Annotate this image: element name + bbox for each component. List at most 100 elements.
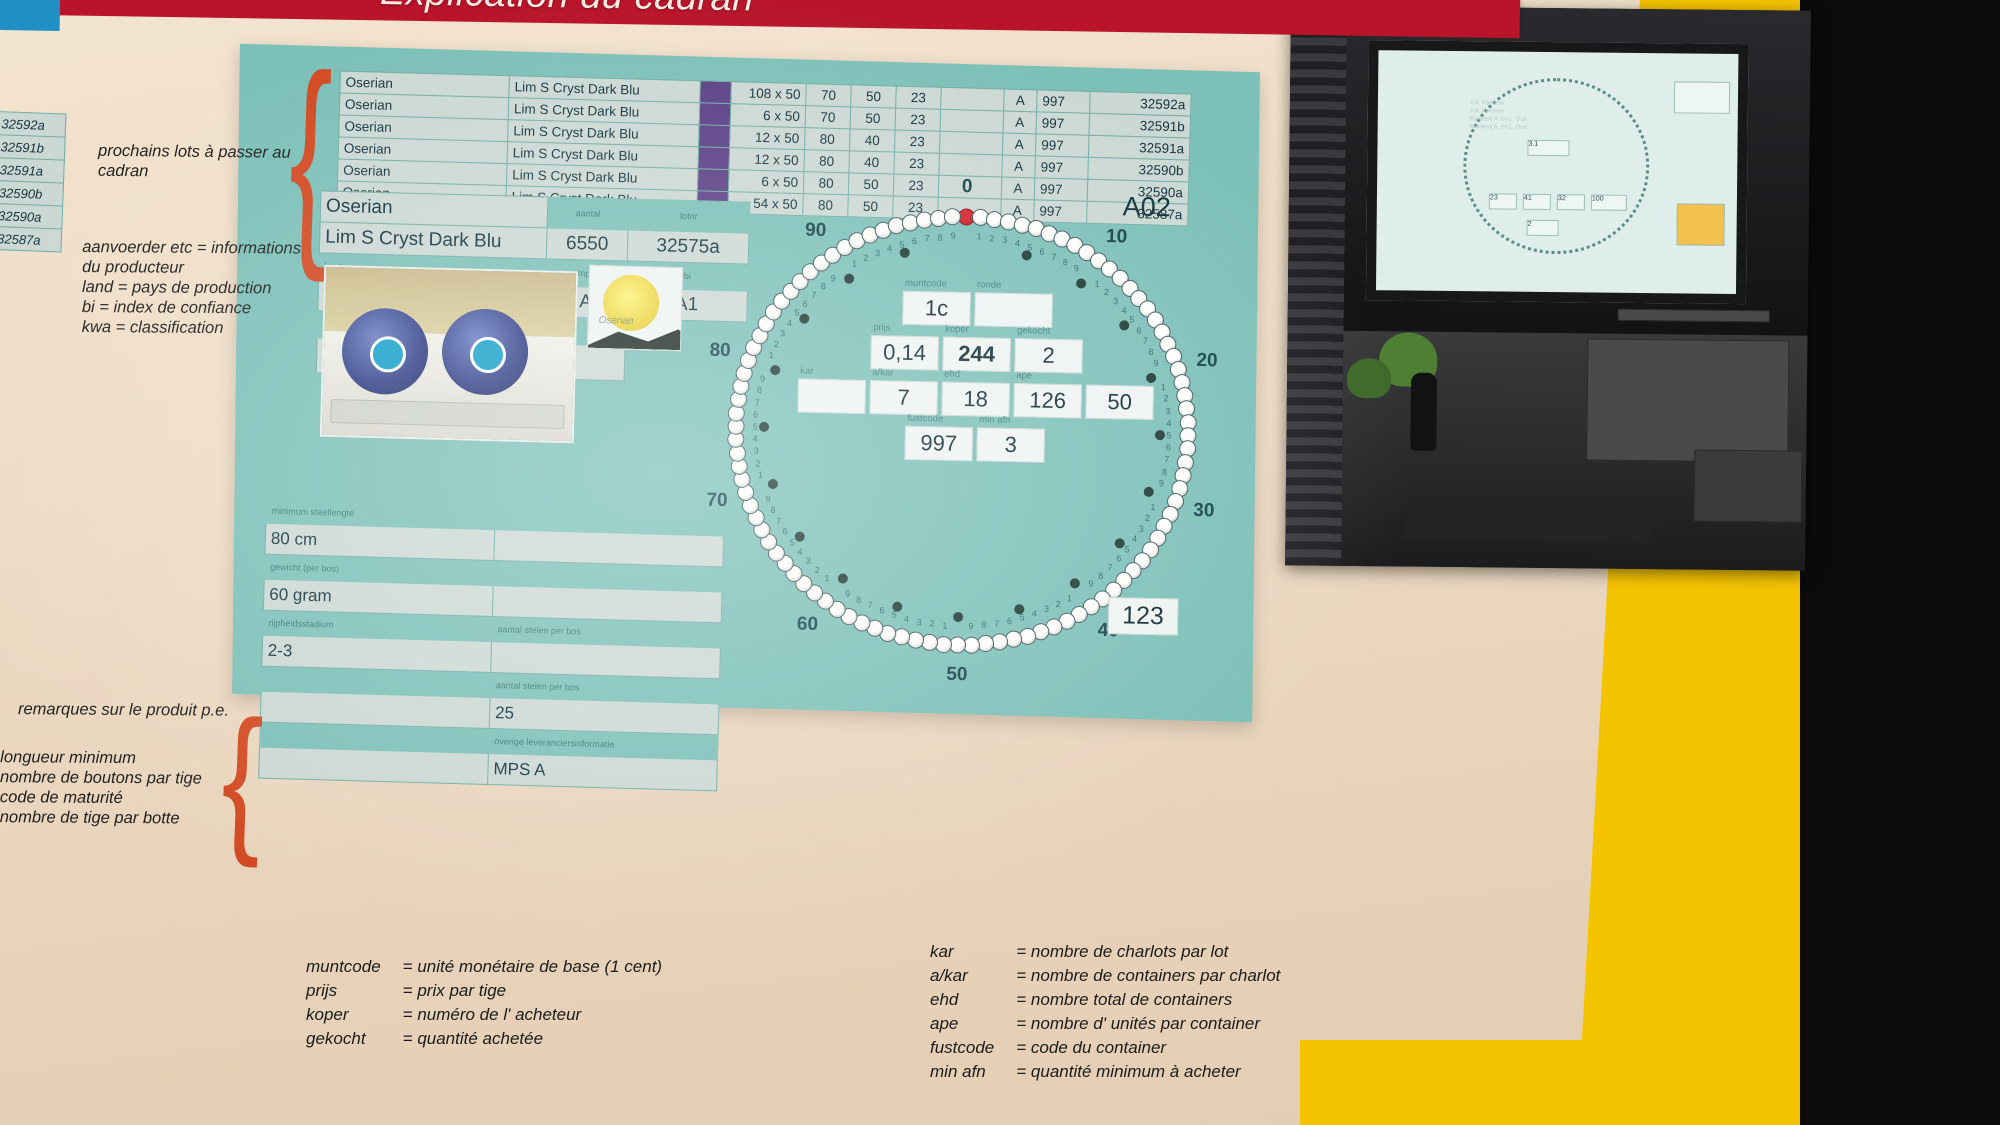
field-ronde-value bbox=[974, 292, 1053, 328]
legend-key: ape bbox=[930, 1014, 959, 1033]
legend-row: ehd = nombre total de containers bbox=[930, 988, 1280, 1012]
legend-left-body: muntcode = unité monétaire de base (1 cen… bbox=[306, 955, 662, 1051]
clock-subtick-label: 8 bbox=[937, 231, 943, 243]
clock-subtick-label: 3 bbox=[916, 616, 922, 627]
clock-subtick-label: 5 bbox=[1124, 544, 1130, 555]
lot-koper: 997 bbox=[1035, 111, 1090, 136]
field-row-4: fustcode 997 min afn 3 bbox=[839, 413, 1110, 464]
legend-row: prijs = prix par tige bbox=[306, 979, 662, 1003]
spec-table-body: minimum steellengte 80 cm gewicht (per bos… bbox=[258, 498, 725, 791]
clock-center-fields: muntcode 1c ronde prijs 0,14 koper 244 bbox=[797, 278, 1154, 475]
lot-kwa: A bbox=[1003, 88, 1038, 112]
legend-row: ape = nombre d' unités par container bbox=[930, 1012, 1280, 1036]
lot-number: 32590a bbox=[0, 202, 63, 230]
lot-length: 80 bbox=[804, 127, 851, 151]
lot-bi: 23 bbox=[893, 152, 940, 176]
current-aantal: 6550 bbox=[546, 227, 629, 261]
aantal-caption: aantal bbox=[547, 196, 629, 230]
field-gekocht-value: 2 bbox=[1014, 338, 1083, 374]
lot-length: 70 bbox=[805, 105, 851, 129]
clock-subtick-label: 2 bbox=[989, 233, 995, 244]
clock-marker-dot bbox=[1146, 372, 1157, 383]
clock-subtick-label: 8 bbox=[756, 385, 763, 396]
legend-key: koper bbox=[306, 1005, 349, 1024]
hall-display-screen: J.A. Koeman J.A. Koeman Kwekerij A. en L. … bbox=[1365, 40, 1749, 305]
lot-bi: 23 bbox=[895, 108, 941, 132]
clock-subtick-label: 6 bbox=[802, 298, 808, 309]
lot-kwa: A bbox=[1002, 132, 1036, 156]
clock-subtick-label: 4 bbox=[786, 317, 793, 328]
legend-row: min afn = quantité minimum à acheter bbox=[930, 1060, 1280, 1084]
legend-definition: = unité monétaire de base (1 cent) bbox=[402, 957, 663, 976]
clock-lamp bbox=[943, 208, 961, 226]
clock-subtick-label: 1 bbox=[1066, 592, 1073, 603]
legend-key: ehd bbox=[930, 990, 959, 1009]
field-ronde: ronde bbox=[974, 279, 1053, 328]
legend-definition: = nombre d' unités par container bbox=[1016, 1014, 1261, 1033]
clock-subtick-label: 3 bbox=[1113, 295, 1119, 306]
clock-subtick-label: 6 bbox=[1006, 615, 1013, 626]
lot-number: 32591a bbox=[1088, 135, 1190, 161]
clock-tick-label: 0 bbox=[961, 175, 973, 198]
clock-subtick-label: 7 bbox=[867, 600, 873, 611]
clock-subtick-label: 8 bbox=[1148, 346, 1154, 357]
legend-row: kar = nombre de charlots par lot bbox=[930, 940, 1280, 964]
clock-subtick-label: 5 bbox=[1166, 430, 1172, 441]
clock-subtick-label: 5 bbox=[899, 239, 905, 250]
list-item: 32591b bbox=[0, 133, 66, 161]
field-ape-value: 126 bbox=[1013, 383, 1083, 419]
clock-subtick-label: 7 bbox=[776, 516, 782, 527]
clock-subtick-label: 4 bbox=[1166, 418, 1172, 429]
clock-subtick-label: 7 bbox=[1051, 251, 1057, 262]
lot-blank bbox=[938, 153, 1003, 177]
field-muntcode-caption: muntcode bbox=[904, 277, 947, 290]
lot-color-swatch bbox=[697, 146, 730, 170]
clock-tick-label: 10 bbox=[1105, 225, 1128, 248]
clock-subtick-label: 3 bbox=[874, 247, 881, 258]
legend-left: muntcode = unité monétaire de base (1 cen… bbox=[306, 955, 662, 1051]
clock-subtick-label: 1 bbox=[1094, 278, 1100, 289]
field-muntcode: muntcode 1c bbox=[902, 278, 971, 327]
field-koper-caption: koper bbox=[945, 323, 970, 336]
clock-subtick-label: 2 bbox=[755, 458, 761, 469]
lot-koper: 997 bbox=[1036, 89, 1091, 114]
legend-right-body: kar = nombre de charlots par lot a/kar = no… bbox=[930, 940, 1280, 1084]
clock-subtick-label: 6 bbox=[1116, 553, 1122, 564]
field-akar: a/kar 7 bbox=[869, 367, 939, 416]
lot-quantity: 6 x 50 bbox=[728, 169, 804, 194]
lot-number: 32591b bbox=[1088, 113, 1191, 139]
lot-bi: 23 bbox=[894, 130, 941, 154]
banner-blue-accent bbox=[0, 0, 61, 31]
field-ape-caption: ape bbox=[1016, 370, 1033, 382]
clock-subtick-label: 6 bbox=[1136, 325, 1142, 336]
lot-koper: 997 bbox=[1034, 155, 1089, 180]
legend-row: koper = numéro de l' acheteur bbox=[306, 1003, 662, 1027]
lot-number: 32587a bbox=[0, 225, 62, 253]
clock-subtick-label: 7 bbox=[1107, 562, 1113, 573]
clock-subtick-label: 2 bbox=[863, 253, 869, 264]
clock-subtick-label: 9 bbox=[1153, 358, 1159, 369]
legend-definition: = prix par tige bbox=[402, 981, 507, 1000]
clock-subtick-label: 6 bbox=[1039, 246, 1045, 257]
lot-quantity: 108 x 50 bbox=[730, 81, 807, 106]
clock-subtick-label: 9 bbox=[765, 493, 771, 504]
clock-subtick-label: 3 bbox=[1043, 604, 1050, 615]
lot-number: 32592a bbox=[0, 110, 66, 138]
product-spec-table: minimum steellengte 80 cm gewicht (per bos… bbox=[258, 498, 725, 792]
clock-subtick-label: 9 bbox=[845, 588, 851, 599]
legend-key: a/kar bbox=[930, 966, 968, 985]
auction-hall-photo: J.A. Koeman J.A. Koeman Kwekerij A. en L. … bbox=[1285, 5, 1811, 571]
field-koper-value: 244 bbox=[942, 336, 1011, 372]
clock-subtick-label: 7 bbox=[811, 289, 817, 300]
clock-tick-label: 80 bbox=[709, 339, 731, 361]
clock-subtick-label: 1 bbox=[1150, 501, 1156, 512]
clock-subtick-label: 5 bbox=[1019, 612, 1025, 623]
clock-subtick-label: 3 bbox=[1002, 235, 1008, 246]
clock-subtick-label: 6 bbox=[879, 605, 885, 616]
clock-subtick-label: 7 bbox=[924, 233, 930, 244]
clock-subtick-label: 7 bbox=[754, 397, 760, 408]
legend-definition: = quantité achetée bbox=[402, 1029, 544, 1048]
clock-subtick-label: 4 bbox=[797, 546, 803, 557]
clock-subtick-label: 9 bbox=[1073, 263, 1079, 274]
lot-weight: 40 bbox=[848, 150, 895, 175]
